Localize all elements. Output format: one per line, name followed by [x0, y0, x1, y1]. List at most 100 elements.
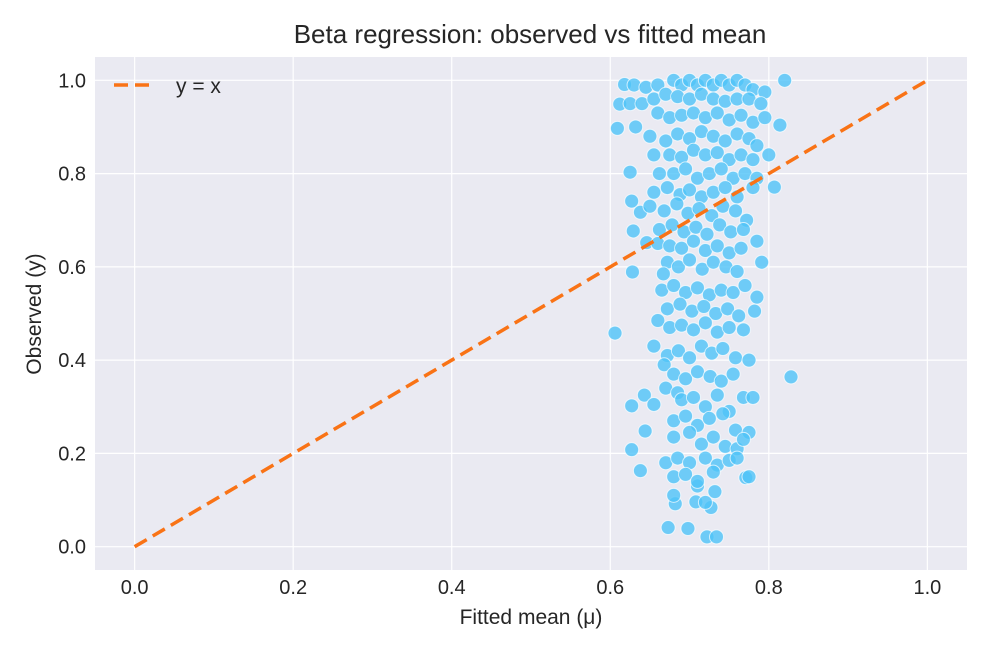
data-point [646, 147, 662, 163]
data-point [607, 325, 623, 341]
data-point [656, 357, 672, 373]
data-point [624, 264, 640, 280]
data-point [735, 431, 751, 447]
data-point [717, 133, 733, 149]
data-point [777, 72, 793, 88]
y-tick-label: 0.2 [58, 443, 86, 465]
data-point [705, 254, 721, 270]
data-point [709, 387, 725, 403]
data-point [669, 196, 685, 212]
data-point [624, 193, 640, 209]
data-point [749, 289, 765, 305]
data-point [737, 278, 753, 294]
data-point [694, 261, 710, 277]
data-point [680, 520, 696, 536]
data-point [642, 198, 658, 214]
data-point [725, 366, 741, 382]
data-point [666, 278, 682, 294]
data-point [745, 152, 761, 168]
data-point [723, 224, 739, 240]
y-axis-label: Observed (y) [23, 253, 46, 374]
data-point [678, 408, 694, 424]
data-point [713, 373, 729, 389]
data-point [636, 387, 652, 403]
data-point [741, 352, 757, 368]
data-point [709, 105, 725, 121]
data-point [713, 161, 729, 177]
data-point [672, 296, 688, 312]
data-point [637, 423, 653, 439]
data-point [697, 450, 713, 466]
data-point [757, 110, 773, 126]
x-tick-label: 1.0 [913, 577, 941, 599]
y-tick-label: 0.6 [58, 257, 86, 279]
x-axis-label: Fitted mean (μ) [460, 606, 603, 629]
data-point [733, 240, 749, 256]
data-point [741, 469, 757, 485]
data-point [682, 252, 698, 268]
data-point [655, 266, 671, 282]
data-point [707, 484, 723, 500]
data-point [609, 120, 625, 136]
data-point [651, 166, 667, 182]
data-point [699, 226, 715, 242]
data-point [686, 322, 702, 338]
data-point [772, 117, 788, 133]
y-tick-label: 0.4 [58, 350, 86, 372]
legend-label: y = x [176, 75, 221, 98]
data-point [715, 406, 731, 422]
x-tick-label: 0.6 [596, 577, 624, 599]
chart-title: Beta regression: observed vs fitted mean [294, 19, 767, 49]
data-point [686, 233, 702, 249]
data-point [678, 371, 694, 387]
data-point [696, 299, 712, 315]
legend: y = x [114, 75, 221, 98]
data-point [682, 424, 698, 440]
data-point [646, 338, 662, 354]
x-tick-label: 0.0 [121, 577, 149, 599]
data-point [624, 398, 640, 414]
data-point [729, 264, 745, 280]
data-point [735, 222, 751, 238]
data-point [753, 96, 769, 112]
data-point [646, 396, 662, 412]
data-point [720, 301, 736, 317]
data-point [622, 164, 638, 180]
data-point [689, 280, 705, 296]
data-point [689, 364, 705, 380]
data-point [624, 442, 640, 458]
data-point [693, 436, 709, 452]
data-point [659, 301, 675, 317]
data-point [715, 340, 731, 356]
data-point [678, 466, 694, 482]
data-point [697, 494, 713, 510]
data-point [682, 182, 698, 198]
data-point [625, 223, 641, 239]
data-point [678, 161, 694, 177]
plot-area [95, 57, 967, 570]
data-point [721, 319, 737, 335]
data-point [656, 203, 672, 219]
data-point [761, 147, 777, 163]
data-point [749, 233, 765, 249]
data-point [689, 473, 705, 489]
data-point [735, 322, 751, 338]
data-point [705, 429, 721, 445]
data-point [632, 463, 648, 479]
data-point [693, 338, 709, 354]
data-point [705, 464, 721, 480]
data-point [725, 285, 741, 301]
y-tick-label: 1.0 [58, 70, 86, 92]
data-point [628, 119, 644, 135]
data-point [674, 240, 690, 256]
data-point [682, 350, 698, 366]
data-point [709, 238, 725, 254]
data-point [749, 138, 765, 154]
data-point [745, 180, 761, 196]
x-tick-label: 0.2 [279, 577, 307, 599]
data-point [666, 429, 682, 445]
data-point [709, 145, 725, 161]
data-point [745, 389, 761, 405]
x-tick-label: 0.8 [755, 577, 783, 599]
